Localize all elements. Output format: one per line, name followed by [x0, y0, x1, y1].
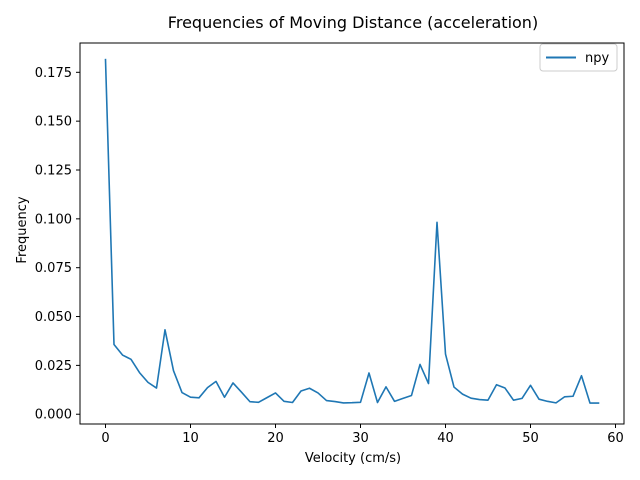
axes-frame	[79, 42, 625, 425]
y-axis: 0.000 0.025 0.050 0.075 0.100 0.125 0.150 0.175	[35, 66, 80, 423]
legend-label: npy	[585, 51, 609, 66]
x-tick-label: 60	[607, 431, 624, 446]
plot-area	[79, 42, 625, 425]
y-tick-label: 0.175	[35, 66, 72, 81]
x-axis-title: Velocity (cm/s)	[305, 451, 401, 466]
y-tick-label: 0.050	[35, 310, 72, 325]
x-axis: 0 10 20 30 40 50 60	[101, 424, 624, 446]
y-tick-label: 0.100	[35, 212, 72, 227]
y-tick-label: 0.150	[35, 115, 72, 130]
y-tick-label: 0.075	[35, 261, 72, 276]
x-tick-label: 10	[182, 431, 199, 446]
legend-box	[539, 43, 618, 72]
x-tick-label: 50	[522, 431, 539, 446]
series-line	[104, 58, 600, 404]
legend: npy	[539, 43, 618, 72]
y-axis-title: Frequency	[15, 196, 30, 263]
chart-title: Frequencies of Moving Distance (accelera…	[168, 13, 538, 32]
y-tick-label: 0.125	[35, 164, 72, 179]
y-tick-label: 0.000	[35, 408, 72, 423]
y-tick-label: 0.025	[35, 359, 72, 374]
x-tick-label: 30	[352, 431, 369, 446]
x-tick-label: 40	[437, 431, 454, 446]
x-tick-label: 20	[267, 431, 284, 446]
x-tick-label: 0	[101, 431, 109, 446]
